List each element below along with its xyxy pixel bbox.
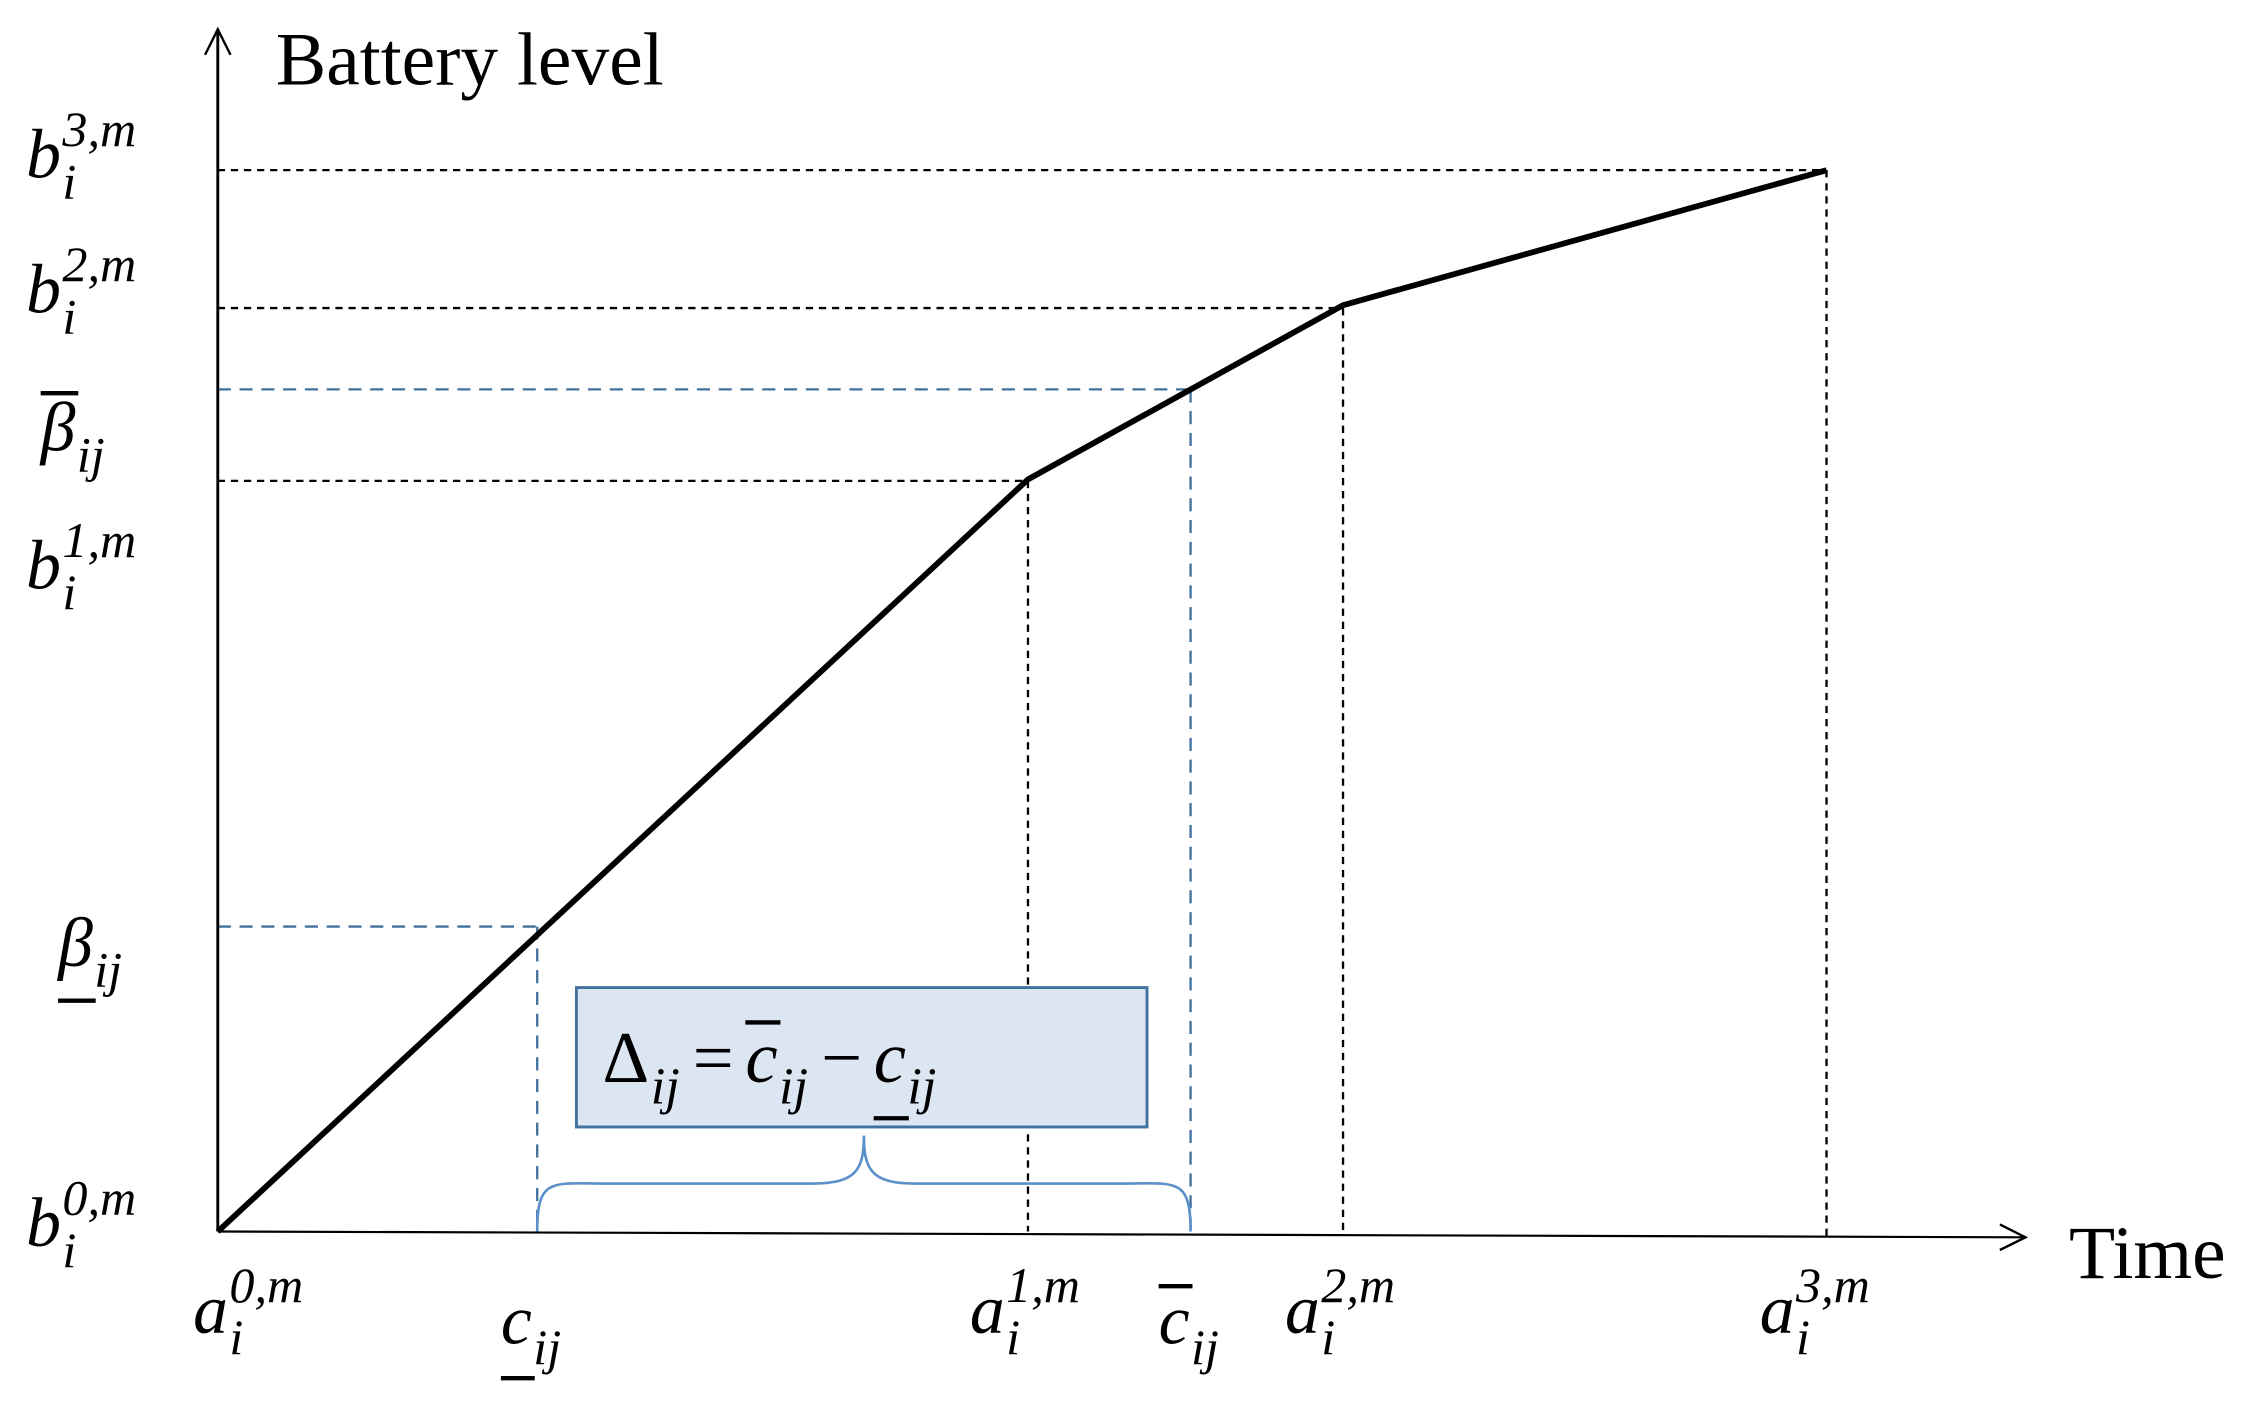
label-sub: i [62,153,76,209]
guides [217,168,1828,1238]
x-axis-title: Time [2069,1212,2226,1295]
label-sub: i [1006,1309,1020,1365]
label-base: a [1760,1272,1795,1349]
label-base: Δ [603,1017,650,1098]
label-sub: ij [779,1058,808,1116]
label-base: a [970,1272,1005,1349]
label-base: c [501,1282,532,1359]
label-base: b [26,251,61,328]
label-sub: ij [1191,1319,1219,1375]
label-sub: i [62,564,76,620]
y-axis-title: Battery level [276,18,664,101]
label-sub: i [229,1309,243,1365]
formula-box [574,986,1149,1129]
battery-curve [215,167,1828,1234]
label-sup: 3,m [61,101,136,157]
x-axis [217,1223,2029,1252]
label-base: a [1285,1272,1320,1349]
label-sup: 2,m [1321,1257,1395,1313]
label-base: = [693,1017,734,1098]
label-base: β [56,905,93,982]
label-base: β [39,389,76,466]
blue-guides [217,388,1192,1232]
label-sub: i [62,1222,76,1278]
label-sup: 0,m [229,1257,303,1313]
brace [535,1135,1192,1232]
label-base: b [26,527,61,604]
label-sub: ij [94,942,122,998]
label-base: c [874,1017,906,1098]
label-sub: i [1796,1309,1810,1365]
label-base: b [26,116,61,193]
label-sup: 0,m [62,1170,136,1226]
label-base: c [745,1017,777,1098]
label-sup: 2,m [62,236,136,292]
label-base: − [821,1017,862,1098]
label-sup: 3,m [1795,1257,1870,1313]
label-sub: ij [651,1058,680,1116]
label-sup: 1,m [62,512,136,568]
label-sub: i [1321,1309,1335,1365]
label-sub: ij [533,1319,561,1375]
label-base: b [26,1185,61,1262]
label-sub: ij [907,1058,936,1116]
label-base: c [1159,1282,1190,1359]
label-base: a [193,1272,228,1349]
label-sub: i [62,288,76,344]
label-sub: ij [77,426,105,482]
label-sup: 1,m [1006,1257,1080,1313]
